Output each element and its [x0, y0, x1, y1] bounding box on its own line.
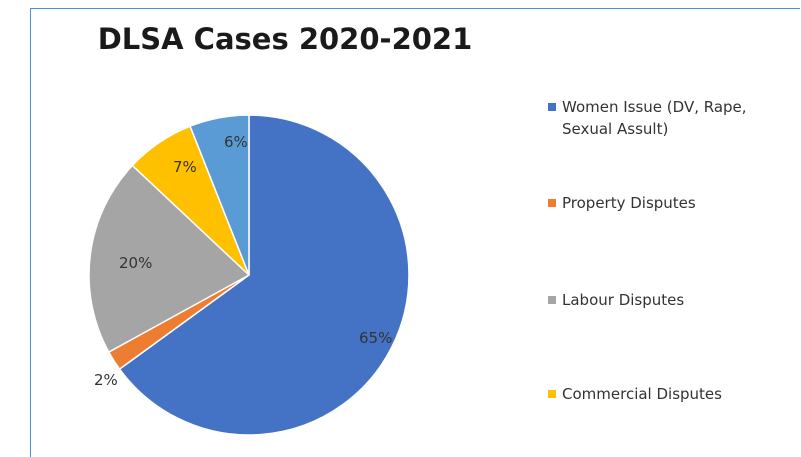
pie-data-label-0: 65% — [359, 329, 392, 347]
legend-item-commercial-disputes: Commercial Disputes — [548, 383, 788, 405]
pie-data-label-1: 2% — [94, 371, 118, 389]
pie-slices — [88, 114, 410, 436]
legend-label: Labour Disputes — [562, 291, 685, 309]
pie-slice-4 — [189, 114, 250, 276]
legend-swatch — [548, 199, 556, 207]
chart-frame — [30, 8, 800, 457]
legend-label: Women Issue (DV, Rape, Sexual Assult) — [562, 98, 747, 138]
chart-title: DLSA Cases 2020-2021 — [97, 22, 473, 56]
legend-item-property-disputes: Property Disputes — [548, 192, 788, 214]
pie-slice-2 — [88, 164, 251, 354]
pie-labels: 65% 2% 20% 7% 6% — [94, 133, 392, 389]
legend-label: Commercial Disputes — [562, 385, 722, 403]
pie-data-label-4: 6% — [224, 133, 248, 151]
pie-data-label-2: 20% — [119, 254, 152, 272]
pie-slice-0 — [118, 114, 410, 436]
pie-data-label-3: 7% — [173, 158, 197, 176]
legend-item-women-issue: Women Issue (DV, Rape, Sexual Assult) — [548, 96, 788, 140]
legend-swatch — [548, 103, 556, 111]
legend-label: Property Disputes — [562, 194, 696, 212]
legend-swatch — [548, 390, 556, 398]
legend-swatch — [548, 296, 556, 304]
legend-item-labour-disputes: Labour Disputes — [548, 289, 788, 311]
